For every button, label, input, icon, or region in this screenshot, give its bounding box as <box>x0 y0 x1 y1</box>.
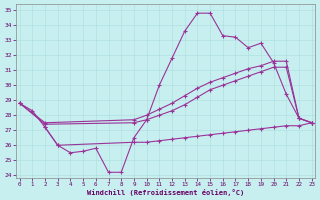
X-axis label: Windchill (Refroidissement éolien,°C): Windchill (Refroidissement éolien,°C) <box>87 189 244 196</box>
